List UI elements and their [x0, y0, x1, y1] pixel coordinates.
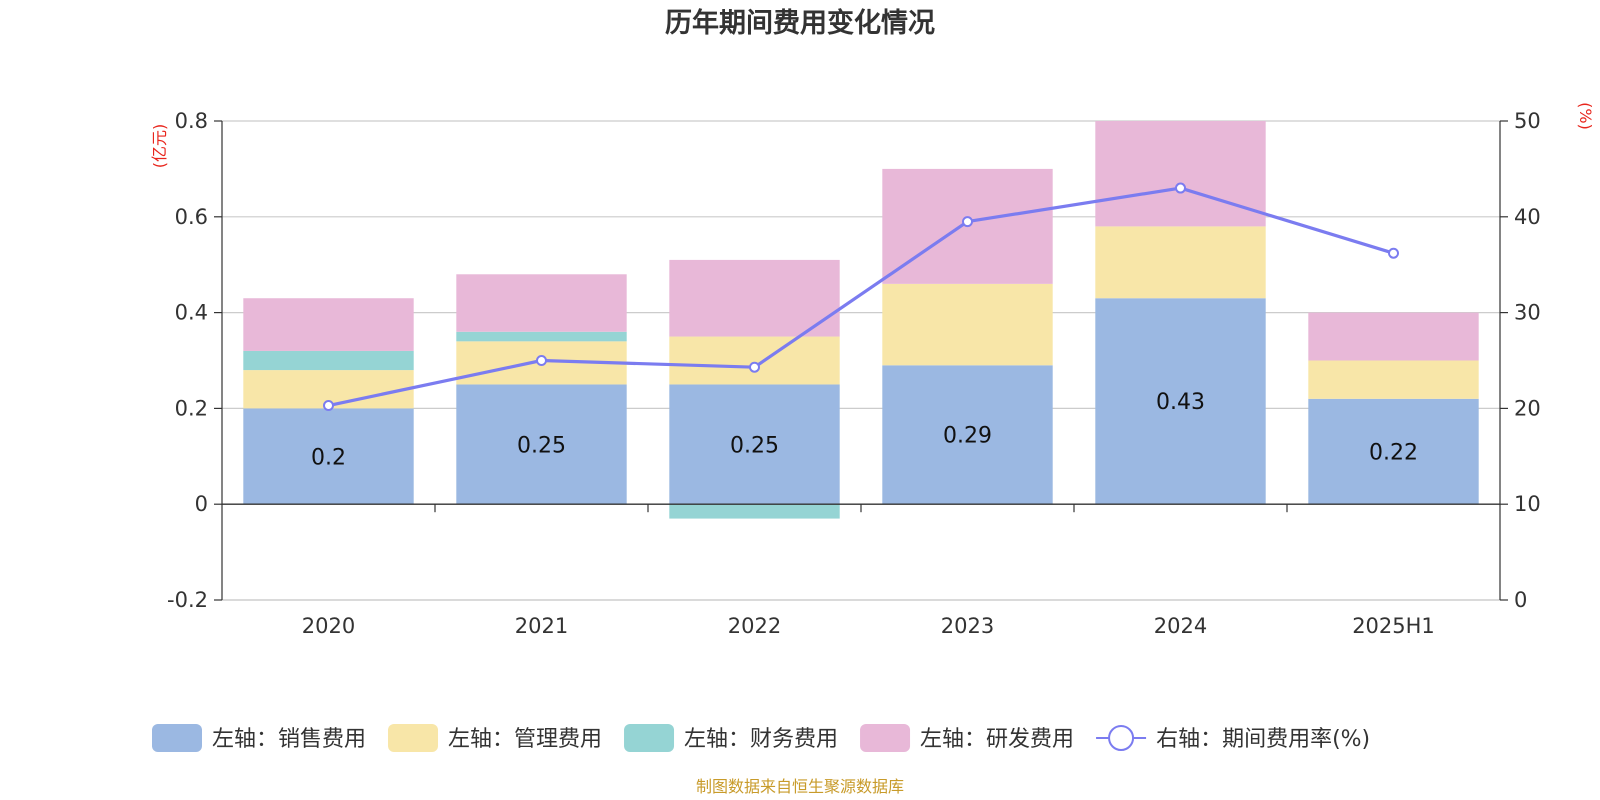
x-axis-tick-label: 2020 [302, 614, 355, 638]
bar-segment-3-2022 [669, 259, 840, 337]
bar-data-label: 0.25 [517, 433, 566, 458]
right-axis-tick-label: 10 [1514, 492, 1541, 516]
bar-data-label: 0.43 [1156, 390, 1205, 415]
right-axis-tick-label: 30 [1514, 301, 1541, 325]
legend-item-4[interactable]: 右轴：期间费用率(%) [1096, 725, 1370, 752]
bar-data-label: 0.2 [311, 445, 346, 470]
line-series [323, 182, 1399, 412]
expense-rate-point [323, 400, 334, 412]
legend-label: 右轴：期间费用率(%) [1156, 727, 1370, 752]
legend-swatch [152, 724, 202, 752]
legend-label: 左轴：财务费用 [684, 727, 838, 752]
bar-segment-0-2023 [882, 365, 1053, 505]
legend-swatch [624, 724, 675, 752]
left-axis-tick-label: 0.8 [175, 109, 208, 133]
expense-rate-point [1175, 182, 1186, 194]
right-axis-tick-label: 40 [1514, 205, 1541, 229]
bar-segment-3-2021 [456, 274, 627, 332]
bar-segment-1-2023 [882, 283, 1053, 366]
x-axis-tick-label: 2022 [728, 614, 781, 638]
legend-label: 左轴：管理费用 [448, 727, 602, 752]
expense-rate-point [749, 361, 760, 373]
bar-data-label: 0.25 [730, 433, 779, 458]
bar-data-label: 0.29 [943, 424, 992, 449]
right-axis-tick-label: 20 [1514, 396, 1541, 420]
legend-item-1[interactable]: 左轴：管理费用 [388, 724, 602, 752]
axes: -0.2 0 0.2 0.4 0.6 0.8 0 10 20 30 40 50 2020 2021 2022… [167, 109, 1541, 638]
legend-item-3[interactable]: 左轴：研发费用 [860, 724, 1074, 752]
bar-segment-2-2020 [243, 350, 414, 371]
x-axis-tick-label: 2025H1 [1352, 614, 1435, 638]
gridlines [222, 120, 1500, 601]
x-axis-tick-label: 2023 [941, 614, 994, 638]
x-axis-tick-label: 2024 [1154, 614, 1207, 638]
bar-segment-0-2024 [1095, 298, 1266, 505]
left-axis-tick-label: -0.2 [167, 588, 208, 612]
bar-data-label: 0.22 [1369, 441, 1418, 466]
left-axis-tick-label: 0.2 [175, 396, 208, 420]
bar-segment-0-2022 [669, 384, 840, 505]
legend-item-0[interactable]: 左轴：销售费用 [152, 724, 366, 752]
legend-item-2[interactable]: 左轴：财务费用 [624, 724, 838, 752]
bar-segment-0-2025H1 [1308, 398, 1479, 505]
bar-segment-3-2025H1 [1308, 312, 1479, 361]
right-axis-tick-label: 50 [1514, 109, 1541, 133]
legend-marker [1108, 725, 1135, 751]
left-axis-tick-label: 0.6 [175, 205, 208, 229]
left-axis-tick-label: 0 [195, 492, 208, 516]
data-labels: 0.2 0.25 0.25 0.29 0.43 0.22 [311, 390, 1418, 470]
expense-rate-point [536, 355, 547, 366]
expense-rate-point [1388, 247, 1399, 259]
bar-segment-2-2021 [456, 331, 627, 342]
legend-swatch [860, 724, 911, 752]
chart-title: 历年期间费用变化情况 [665, 7, 935, 39]
bar-segment-0-2020 [243, 408, 414, 505]
bar-segment-2-2022 [669, 504, 840, 519]
legend: 左轴：销售费用 左轴：管理费用 左轴：财务费用 左轴：研发费用 右轴：期间费用率(%) [152, 724, 1370, 752]
left-axis-tick-label: 0.4 [175, 301, 208, 325]
legend-label: 左轴：销售费用 [212, 727, 366, 752]
bar-series [243, 121, 1479, 519]
left-axis-unit: (亿元) [150, 124, 169, 169]
legend-swatch [388, 724, 439, 752]
bar-segment-0-2021 [456, 384, 627, 505]
bar-segment-1-2024 [1095, 226, 1266, 299]
x-axis-tick-label: 2021 [515, 614, 568, 638]
bar-segment-1-2022 [669, 336, 840, 385]
bar-segment-1-2025H1 [1308, 360, 1479, 399]
right-axis-tick-label: 0 [1514, 588, 1527, 612]
bar-segment-3-2024 [1095, 121, 1266, 227]
source-note: 制图数据来自恒生聚源数据库 [696, 777, 904, 796]
expense-rate-line [328, 186, 1394, 408]
bar-segment-3-2020 [243, 298, 414, 351]
legend-label: 左轴：研发费用 [920, 727, 1074, 752]
expense-rate-point [962, 216, 973, 228]
right-axis-unit: (%) [1576, 102, 1595, 130]
